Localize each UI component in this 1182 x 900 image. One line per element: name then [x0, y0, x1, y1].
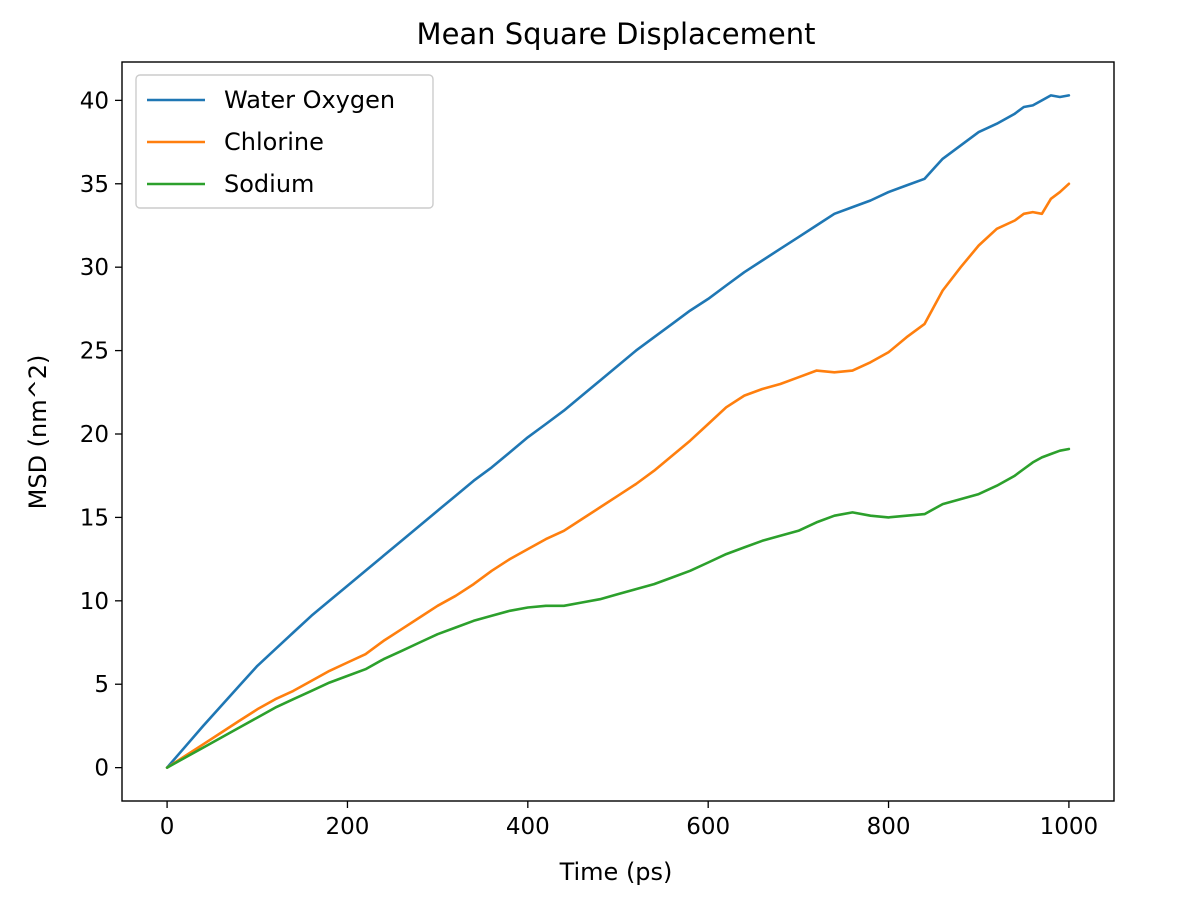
chart-title: Mean Square Displacement [417, 17, 816, 51]
x-axis-ticks: 0 200 400 600 800 1000 [160, 801, 1098, 840]
y-tick-label-3: 15 [80, 505, 109, 531]
y-tick-label-5: 25 [80, 339, 109, 365]
y-tick-label-0: 0 [94, 756, 109, 782]
legend-label-2: Sodium [224, 170, 314, 198]
y-tick-label-8: 40 [80, 88, 109, 114]
x-tick-label-4: 800 [867, 814, 911, 840]
y-tick-label-6: 30 [80, 255, 109, 281]
series-layer [165, 94, 1071, 769]
x-tick-label-3: 600 [686, 814, 730, 840]
x-axis-label: Time (ps) [559, 858, 673, 886]
legend: Water Oxygen Chlorine Sodium [135, 74, 434, 209]
y-tick-label-2: 10 [80, 589, 109, 615]
legend-label-0: Water Oxygen [224, 86, 395, 114]
y-axis-label: MSD (nm^2) [24, 355, 52, 510]
series-line-2 [165, 447, 1071, 769]
series-line-1 [165, 182, 1071, 769]
y-tick-label-4: 20 [80, 422, 109, 448]
series-line-0 [165, 94, 1071, 769]
legend-box [135, 74, 434, 209]
legend-label-1: Chlorine [224, 128, 324, 156]
y-tick-label-7: 35 [80, 172, 109, 198]
x-tick-label-5: 1000 [1040, 814, 1099, 840]
y-axis-ticks: 0 5 10 15 20 25 30 35 40 [80, 88, 122, 782]
x-tick-label-2: 400 [506, 814, 550, 840]
y-tick-label-1: 5 [94, 672, 109, 698]
legend-items: Water Oxygen Chlorine Sodium [147, 86, 395, 198]
x-tick-label-0: 0 [160, 814, 175, 840]
x-tick-label-1: 200 [326, 814, 370, 840]
